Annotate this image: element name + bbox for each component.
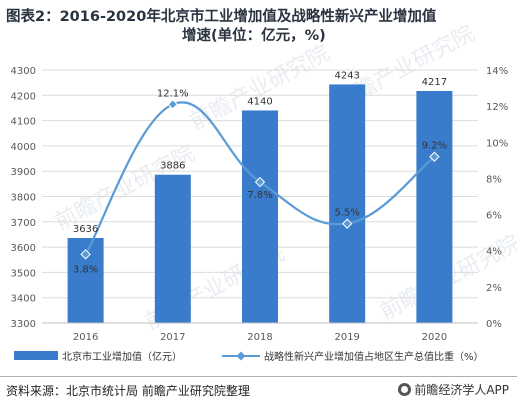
bar-value-label: 3886 xyxy=(160,161,185,172)
x-tick-label: 2020 xyxy=(422,332,447,343)
y-right-tick-label: 10% xyxy=(486,138,508,149)
legend-label-bar: 北京市工业增加值（亿元） xyxy=(62,350,182,363)
legend-label-line: 战略性新兴产业增加值占地区生产总值比重（%） xyxy=(264,350,484,363)
y-left-tick-label: 4300 xyxy=(11,66,36,77)
bar-value-label: 3636 xyxy=(73,224,98,235)
line-point xyxy=(80,249,91,260)
combo-chart: 前瞻产业研究院前瞻产业研究院前瞻产业研究院前瞻产业研究院前瞻产业研究院 3636… xyxy=(11,21,517,363)
y-left-tick-label: 4100 xyxy=(11,117,36,128)
y-left-tick-label: 3800 xyxy=(11,193,36,204)
line-value-label: 7.8% xyxy=(247,190,272,201)
footer-divider xyxy=(0,376,517,377)
y-right-tick-label: 14% xyxy=(486,66,508,77)
bar-value-label: 4243 xyxy=(334,70,359,81)
line-series xyxy=(80,99,440,260)
y-left-tick-label: 3500 xyxy=(11,268,36,279)
source-note: 资料来源：北京市统计局 前瞻产业研究院整理 xyxy=(6,384,250,398)
line-value-label: 5.5% xyxy=(334,208,359,219)
line-point xyxy=(254,176,266,188)
bar xyxy=(329,84,366,324)
bar-value-label: 4140 xyxy=(247,96,272,107)
x-tick-label: 2018 xyxy=(247,332,272,343)
brand-logo-icon xyxy=(398,383,412,396)
y-right-tick-label: 2% xyxy=(486,283,502,294)
y-left-tick-label: 3600 xyxy=(11,243,36,254)
data-labels: 3636 3886 4140 4243 4217 3.8% 12.1% 7.8% 5.5% 9.2… xyxy=(73,70,447,275)
axes: 3300 3400 3500 3600 3700 3800 3900 4000 4100 4200… xyxy=(11,66,509,343)
y-left-tick-label: 3300 xyxy=(11,319,36,330)
line-point xyxy=(429,151,440,162)
bar xyxy=(416,90,453,324)
line-value-label: 3.8% xyxy=(73,264,98,275)
x-tick-label: 2016 xyxy=(73,332,98,343)
y-left-tick-label: 4200 xyxy=(11,91,36,102)
chart-title: 图表2：2016-2020年北京市工业增加值及战略性新兴产业增加值 增速(单位：… xyxy=(6,8,511,46)
y-left-tick-label: 3400 xyxy=(11,294,36,305)
line-value-label: 9.2% xyxy=(422,141,447,152)
x-tick-label: 2017 xyxy=(160,332,185,343)
line-value-label: 12.1% xyxy=(157,88,189,99)
line-point xyxy=(341,218,353,229)
y-right-tick-label: 0% xyxy=(486,319,502,330)
bar-value-label: 4217 xyxy=(422,77,447,88)
series-line xyxy=(84,101,436,255)
y-right-tick-label: 6% xyxy=(486,211,502,222)
chart-title-line2: 增速(单位：亿元，%) xyxy=(182,28,326,44)
brand-mark: 前瞻经济学人APP xyxy=(398,381,509,398)
line-point xyxy=(167,99,179,110)
chart-title-line1: 图表2：2016-2020年北京市工业增加值及战略性新兴产业增加值 xyxy=(6,9,437,25)
legend-marker-icon xyxy=(236,351,246,361)
legend-swatch-bar xyxy=(14,351,58,360)
y-left-tick-label: 4000 xyxy=(11,142,36,153)
legend: 北京市工业增加值（亿元） 战略性新兴产业增加值占地区生产总值比重（%） xyxy=(14,350,484,363)
bar xyxy=(242,110,278,323)
y-right-tick-label: 12% xyxy=(486,102,508,113)
brand-name: 前瞻经济学人APP xyxy=(414,383,509,397)
y-left-tick-label: 3700 xyxy=(11,218,36,229)
x-tick-label: 2019 xyxy=(334,332,359,343)
y-left-tick-label: 3900 xyxy=(11,167,36,178)
bar xyxy=(154,174,191,323)
y-right-tick-label: 8% xyxy=(486,174,502,185)
y-right-tick-label: 4% xyxy=(486,247,502,258)
